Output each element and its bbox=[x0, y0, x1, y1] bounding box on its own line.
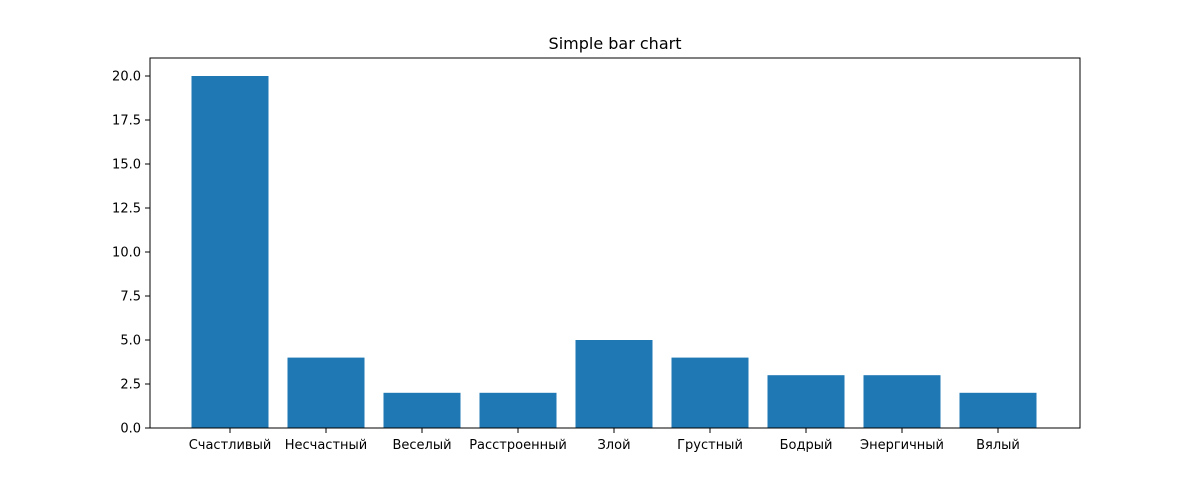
y-tick-label: 2.5 bbox=[120, 378, 141, 393]
y-tick-label: 17.5 bbox=[112, 114, 141, 129]
y-tick-label: 20.0 bbox=[112, 70, 141, 85]
y-tick-label: 10.0 bbox=[112, 246, 141, 261]
plot-frame bbox=[149, 57, 1081, 429]
bar bbox=[383, 392, 461, 428]
y-tick-label: 5.0 bbox=[120, 334, 141, 349]
bar bbox=[575, 340, 653, 428]
y-tick-label: 15.0 bbox=[112, 158, 141, 173]
bar bbox=[479, 392, 557, 428]
bar bbox=[959, 392, 1037, 428]
x-tick-label: Несчастный bbox=[285, 438, 368, 453]
x-tick-label: Злой bbox=[597, 438, 630, 453]
chart-title: Simple bar chart bbox=[549, 34, 682, 53]
bar bbox=[287, 357, 365, 428]
x-tick-label: Энергичный bbox=[860, 438, 944, 453]
x-tick-label: Счастливый bbox=[189, 438, 272, 453]
bar bbox=[671, 357, 749, 428]
bar bbox=[767, 375, 845, 428]
x-tick-label: Расстроенный bbox=[469, 438, 567, 453]
x-tick-label: Грустный bbox=[677, 438, 743, 453]
x-tick-label: Веселый bbox=[392, 438, 451, 453]
y-tick-label: 7.5 bbox=[120, 290, 141, 305]
x-tick-label: Вялый bbox=[976, 438, 1020, 453]
bars-layer bbox=[191, 76, 1037, 428]
x-axis: Счастливый Несчастный Веселый Расстроенный З… bbox=[189, 428, 1020, 453]
bar bbox=[191, 76, 269, 428]
x-tick-label: Бодрый bbox=[780, 438, 833, 453]
y-axis: 0.0 2.5 5.0 7.5 10.0 12.5 15.0 17.5 20.0 bbox=[112, 70, 150, 437]
y-tick-label: 12.5 bbox=[112, 202, 141, 217]
bar bbox=[863, 375, 941, 428]
y-tick-label: 0.0 bbox=[120, 422, 141, 437]
